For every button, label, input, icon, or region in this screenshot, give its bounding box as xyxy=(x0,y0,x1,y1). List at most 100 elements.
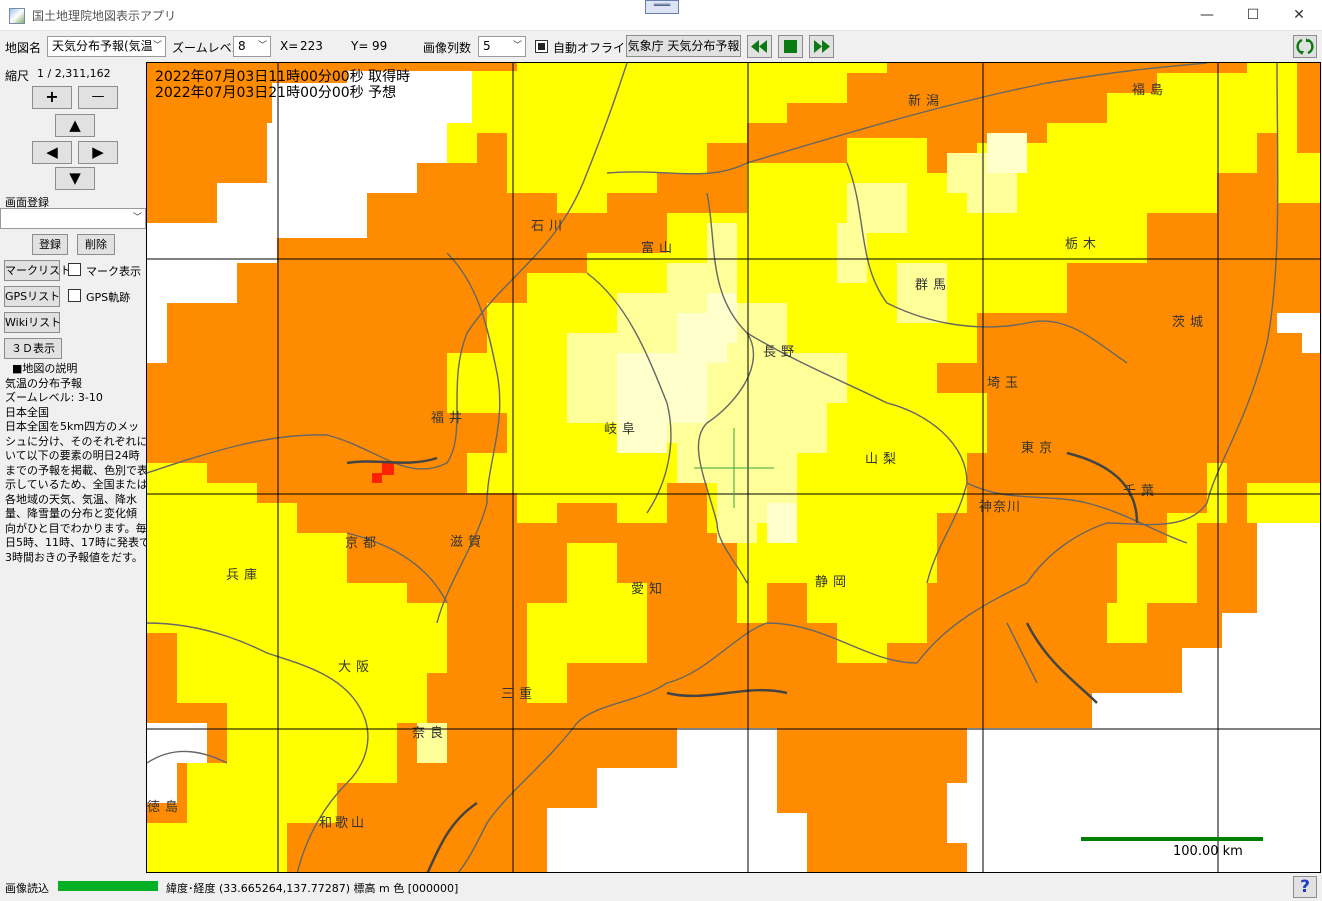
map-name-label: 地図名 xyxy=(5,41,42,55)
maximize-button[interactable]: ☐ xyxy=(1246,7,1260,23)
map-scale-label: 100.00 km xyxy=(1173,844,1243,859)
light-yellow-zone xyxy=(417,723,447,763)
zoom-level-select[interactable]: 8 ﹀ xyxy=(233,36,271,57)
yellow-zone xyxy=(1107,463,1227,643)
sea-area xyxy=(547,728,807,872)
prefecture-label: 和歌山 xyxy=(319,816,368,831)
pale-zone xyxy=(987,133,1027,173)
map-name-select[interactable]: 天気分布予報(気温 ﹀ xyxy=(47,36,166,57)
yellow-zone xyxy=(447,63,887,213)
prefecture-label: 兵庫 xyxy=(226,568,263,583)
chevron-down-icon: ﹀ xyxy=(132,213,142,223)
description-line: 量、降雪量の分布と変化傾 xyxy=(5,507,137,520)
wiki-list-button[interactable]: Wikiリスト xyxy=(4,312,61,333)
screen-register-label: 画面登録 xyxy=(5,196,49,209)
description-line: ズームレベル: 3-10 xyxy=(5,391,103,404)
prefecture-label: 福島 xyxy=(1132,83,1169,98)
prefecture-label: 山梨 xyxy=(865,452,902,467)
zoom-out-button[interactable]: — xyxy=(78,86,118,109)
tile-grid xyxy=(147,63,1320,872)
map-name-value: 天気分布予報(気温 xyxy=(52,39,153,53)
pan-right-button[interactable]: ▶ xyxy=(78,141,118,164)
yellow-zone xyxy=(1247,483,1320,523)
description-line: ■地図の説明 xyxy=(5,362,78,375)
coordinates-readout: 緯度･経度 (33.665264,137.77287) 標高 m 色 [0000… xyxy=(166,882,459,895)
sea-area xyxy=(147,723,207,803)
time-info: 2022年07月03日11時00分00秒 取得時 2022年07月03日21時0… xyxy=(155,69,410,101)
scale-value: 1 / 2,311,162 xyxy=(37,67,111,80)
description-line: 各地域の天気、気温、降水 xyxy=(5,492,137,506)
prefecture-label: 群馬 xyxy=(915,278,952,293)
prefecture-label: 京都 xyxy=(345,536,382,551)
acquired-time: 2022年07月03日11時00分00秒 取得時 xyxy=(155,69,411,85)
prefecture-label: 新潟 xyxy=(908,94,945,109)
pale-zone xyxy=(707,293,737,343)
pan-up-button[interactable]: ▲ xyxy=(55,114,95,137)
description-line: 日本全国を5km四方のメッ xyxy=(5,420,140,433)
light-yellow-zone xyxy=(777,393,827,443)
prefecture-label: 岐阜 xyxy=(604,422,641,437)
hot-spot xyxy=(372,473,382,483)
zoom-in-button[interactable]: + xyxy=(32,86,72,109)
x-value: 223 xyxy=(300,39,323,53)
mark-display-checkbox[interactable] xyxy=(68,263,81,276)
help-button[interactable]: ? xyxy=(1293,876,1317,898)
status-bar: 画像読込 緯度･経度 (33.665264,137.77287) 標高 m 色 … xyxy=(0,874,1322,901)
temperature-map xyxy=(147,63,1320,872)
prefecture-label: 神奈川 xyxy=(979,500,1022,515)
pan-down-button[interactable]: ▼ xyxy=(55,167,95,190)
screen-register-select[interactable]: ﹀ xyxy=(0,208,146,229)
prefecture-label: 静岡 xyxy=(815,575,852,590)
minimize-button[interactable]: — xyxy=(1200,7,1214,23)
chevron-down-icon: ﹀ xyxy=(257,41,267,51)
description-line: 日5時、11時、17時に発表で xyxy=(5,536,150,549)
map-scale-bar xyxy=(1081,837,1263,841)
yellow-zone xyxy=(447,73,1277,663)
mark-list-button[interactable]: マークリスト xyxy=(4,260,71,281)
map-view[interactable]: 2022年07月03日11時00分00秒 取得時 2022年07月03日21時0… xyxy=(146,62,1321,873)
stop-button[interactable] xyxy=(778,35,803,58)
drag-handle[interactable]: ═══ xyxy=(645,0,679,14)
description-line: 示しているため、全国または xyxy=(5,478,148,491)
forward-button[interactable] xyxy=(809,35,834,58)
sea-area xyxy=(947,523,1320,872)
refresh-button[interactable] xyxy=(1293,35,1317,58)
mark-display-label: マーク表示 xyxy=(86,265,141,278)
auto-offline-checkbox[interactable] xyxy=(535,40,548,53)
register-button[interactable]: 登録 xyxy=(32,234,68,255)
delete-button[interactable]: 削除 xyxy=(77,234,115,255)
prefecture-label: 埼玉 xyxy=(987,376,1024,391)
prefecture-label: 茨城 xyxy=(1172,315,1209,330)
yellow-zone xyxy=(147,463,447,872)
pan-left-button[interactable]: ◀ xyxy=(32,141,72,164)
description-line: 気温の分布予報 xyxy=(5,376,82,390)
pale-zone xyxy=(617,313,727,453)
center-crosshair xyxy=(694,428,774,508)
loading-progress-bar xyxy=(58,881,158,891)
y-value: 99 xyxy=(372,39,388,53)
chevron-down-icon: ﹀ xyxy=(512,41,522,51)
light-yellow-zone xyxy=(897,263,947,323)
gps-list-button[interactable]: GPSリスト xyxy=(4,286,60,307)
help-icon: ? xyxy=(1300,877,1310,897)
refresh-icon xyxy=(1296,38,1314,55)
prefecture-label: 愛知 xyxy=(631,582,668,597)
columns-select[interactable]: 5 ﹀ xyxy=(478,36,526,57)
prefecture-label: 栃木 xyxy=(1065,237,1102,252)
description-line: 日本全国 xyxy=(5,405,49,419)
source-button[interactable]: 気象庁 天気分布予報 xyxy=(626,35,741,57)
prefecture-label: 滋賀 xyxy=(450,535,487,550)
zoom-level-label: ズームレベル xyxy=(172,41,244,55)
columns-label: 画像列数 xyxy=(423,41,472,55)
gps-track-label: GPS軌跡 xyxy=(86,291,131,304)
description-line: シュに分け、そのそれぞれにつ xyxy=(5,434,159,448)
prefecture-label: 東京 xyxy=(1021,441,1058,456)
prefecture-label: 三重 xyxy=(501,687,538,702)
view-3d-button[interactable]: ３Ｄ表示 xyxy=(4,338,62,359)
rewind-button[interactable] xyxy=(747,35,772,58)
prefecture-label: 奈良 xyxy=(412,726,449,741)
close-button[interactable]: ✕ xyxy=(1293,7,1305,23)
gps-track-checkbox[interactable] xyxy=(68,289,81,302)
pale-zone xyxy=(767,503,797,543)
map-description: ■地図の説明 気温の分布予報 ズームレベル: 3-10 日本全国 日本全国を5k… xyxy=(5,362,159,565)
